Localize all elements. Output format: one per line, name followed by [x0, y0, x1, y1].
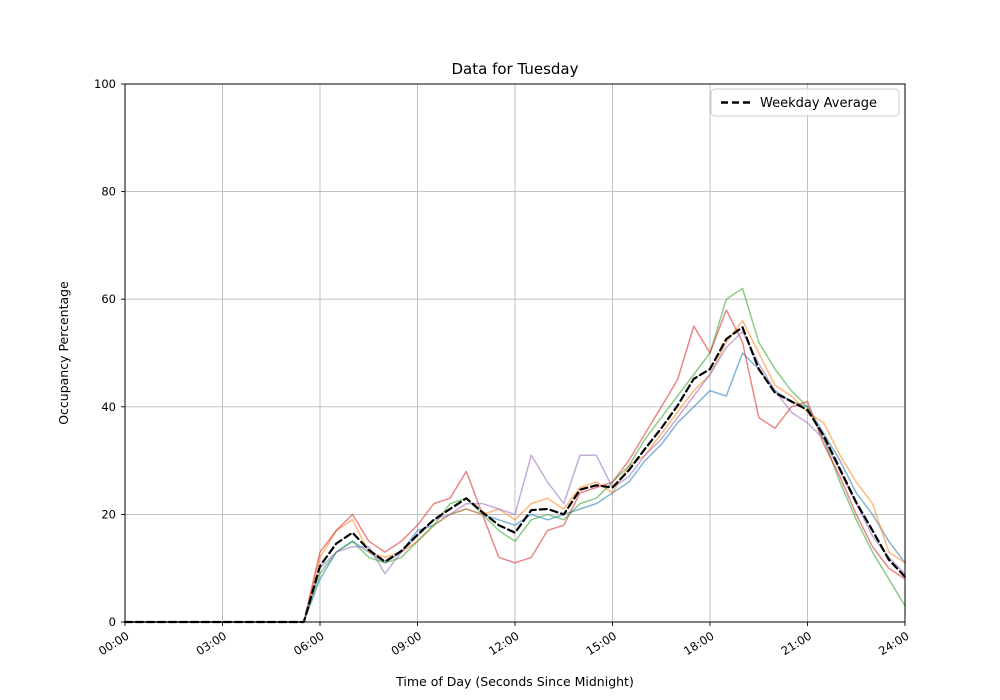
tick-layer: 00:00 03:00 06:00 09:00 12:00 15:00 18:00 21:00… — [94, 77, 912, 658]
x-tick-label: 15:00 — [584, 629, 620, 658]
y-tick-label: 60 — [101, 292, 116, 306]
x-tick-label: 24:00 — [876, 629, 912, 658]
legend: Weekday Average — [710, 88, 900, 117]
x-tick-label: 03:00 — [194, 629, 230, 658]
x-tick-label: 00:00 — [96, 629, 132, 658]
y-tick-label: 40 — [101, 400, 116, 414]
y-tick-label: 100 — [94, 77, 116, 91]
x-axis-label: Time of Day (Seconds Since Midnight) — [395, 674, 634, 689]
legend-label: Weekday Average — [760, 96, 877, 111]
y-tick-label: 20 — [101, 507, 116, 521]
x-tick-label: 09:00 — [389, 629, 425, 658]
weekday-average-line — [123, 326, 907, 624]
y-axis-label: Occupancy Percentage — [56, 281, 71, 425]
x-tick-label: 06:00 — [291, 629, 327, 658]
legend-box — [710, 88, 900, 117]
grid-layer — [124, 83, 906, 623]
chart-title: Data for Tuesday — [451, 60, 578, 78]
y-tick-label: 80 — [101, 185, 116, 199]
x-tick-label: 18:00 — [681, 629, 717, 658]
x-tick-label: 21:00 — [779, 629, 815, 658]
y-tick-label: 0 — [109, 615, 116, 629]
x-tick-label: 12:00 — [486, 629, 522, 658]
